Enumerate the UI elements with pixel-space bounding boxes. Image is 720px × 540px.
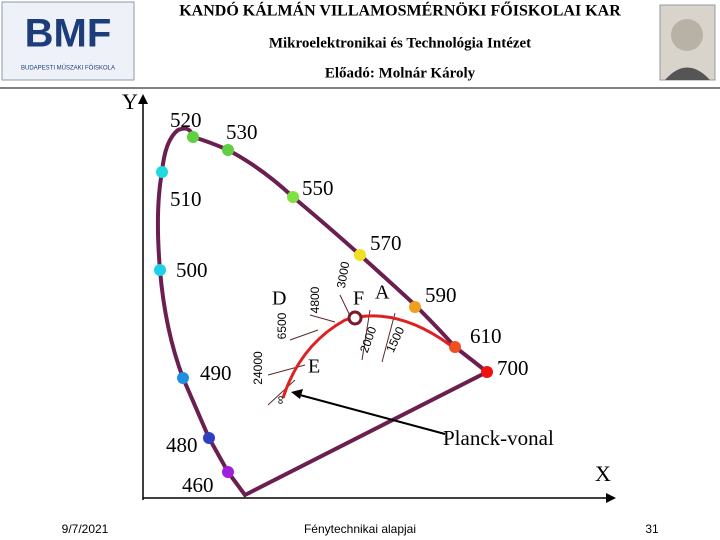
- temperature-label: 2000: [357, 324, 379, 354]
- y-arrow: [138, 94, 148, 104]
- wavelength-point: [222, 466, 234, 478]
- wavelength-point: [222, 144, 234, 156]
- wavelength-label: 530: [226, 120, 258, 144]
- wavelength-point: [203, 432, 215, 444]
- temperature-label: 6500: [275, 312, 289, 339]
- planck-locus: [281, 314, 451, 399]
- wavelength-point: [449, 341, 461, 353]
- portrait-body: [665, 67, 710, 80]
- temperature-label: 3000: [334, 260, 352, 289]
- logo-box: [1, 1, 135, 81]
- planck-arrow: [299, 394, 446, 435]
- wavelength-label: 490: [200, 361, 232, 385]
- planck-label: Planck-vonal: [443, 426, 554, 450]
- point-f: [347, 310, 363, 326]
- wavelength-label: 480: [166, 433, 198, 457]
- temperature-label: 24000: [251, 351, 265, 385]
- temperature-label: ∞: [273, 396, 287, 405]
- wavelength-label: 510: [170, 187, 202, 211]
- header-subtitle: Mikroelektronikai és Technológia Intézet: [269, 35, 531, 51]
- logo-text: BMF: [25, 12, 112, 56]
- wavelength-label: 520: [170, 108, 202, 132]
- wavelength-label: 500: [176, 258, 208, 282]
- wavelength-label: 610: [470, 324, 502, 348]
- x-arrow: [606, 493, 616, 503]
- header-lecturer: Előadó: Molnár Károly: [325, 65, 476, 81]
- wavelength-label: 570: [370, 231, 402, 255]
- wavelength-point: [187, 131, 199, 143]
- wavelength-point: [287, 191, 299, 203]
- point-label: F: [353, 288, 364, 310]
- wavelength-label: 700: [497, 356, 529, 380]
- planck-arrowhead: [291, 389, 303, 399]
- y-axis-label: Y: [122, 89, 138, 114]
- wavelength-point: [154, 264, 166, 276]
- x-axis-label: X: [595, 461, 611, 486]
- wavelength-point: [481, 366, 493, 378]
- point-label: E: [308, 356, 320, 378]
- footer-date: 9/7/2021: [62, 522, 109, 536]
- wavelength-label: 460: [182, 473, 214, 497]
- portrait-face: [671, 19, 703, 51]
- wavelength-point: [354, 249, 366, 261]
- temperature-label: 1500: [383, 324, 407, 354]
- wavelength-point: [156, 166, 168, 178]
- footer-course: Fénytechnikai alapjai: [304, 522, 416, 536]
- point-label: A: [375, 282, 390, 304]
- point-label: D: [272, 288, 286, 310]
- temperature-label: 4800: [308, 286, 322, 313]
- header-title: KANDÓ KÁLMÁN VILLAMOSMÉRNÖKI FŐISKOLAI K…: [179, 1, 621, 20]
- wavelength-label: 550: [302, 176, 334, 200]
- footer-page: 31: [645, 522, 659, 536]
- wavelength-point: [177, 372, 189, 384]
- wavelength-label: 590: [425, 283, 457, 307]
- wavelength-point: [409, 301, 421, 313]
- isotemperature-lines: [267, 294, 396, 406]
- logo-caption: BUDAPESTI MŰSZAKI FŐISKOLA: [21, 65, 115, 72]
